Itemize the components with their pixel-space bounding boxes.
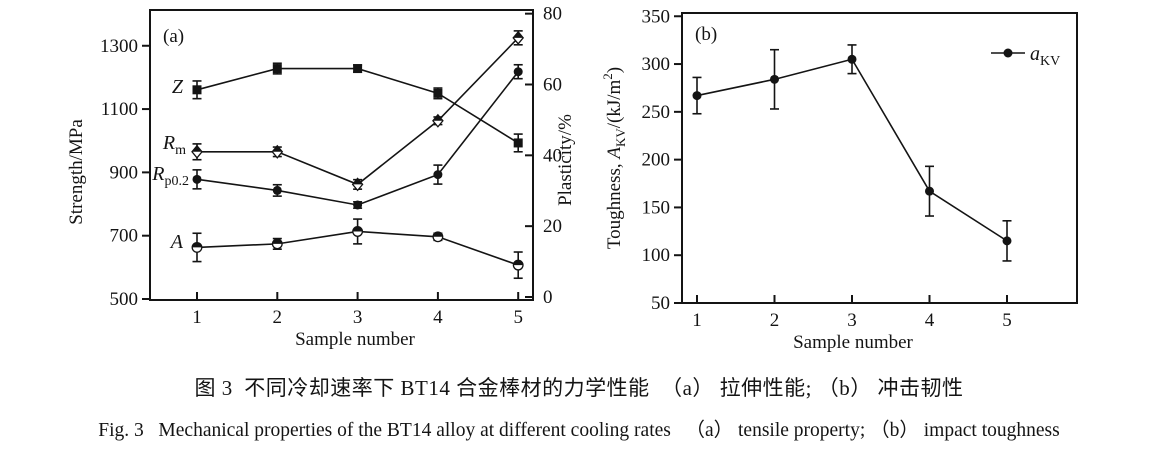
marker-circle bbox=[847, 54, 857, 64]
marker-half-circle-top bbox=[272, 239, 283, 244]
series-label-Z: Z bbox=[172, 76, 184, 98]
chart-b-toughness: 50 100 150 200 250 300 350 1 2 3 4 5 Toughness, AKV/… bbox=[600, 6, 1078, 353]
marker-half-diamond-top bbox=[352, 178, 363, 185]
series-label-A: A bbox=[169, 231, 184, 253]
x-tick-label: 1 bbox=[192, 307, 202, 328]
x-tick-label: 1 bbox=[692, 310, 702, 331]
left-tick-label: 1100 bbox=[101, 99, 138, 120]
x-tick-label: 4 bbox=[925, 310, 935, 331]
marker-circle bbox=[1003, 48, 1013, 58]
marker-half-diamond-top bbox=[192, 145, 202, 152]
right-tick-label: 80 bbox=[543, 4, 562, 25]
panel-label: (b) bbox=[695, 24, 717, 45]
plot-box bbox=[681, 12, 1078, 304]
left-tick-label: 300 bbox=[642, 54, 671, 75]
y-axis-title-right: Plasticity/% bbox=[555, 114, 576, 206]
x-tick-label: 2 bbox=[273, 307, 283, 328]
left-tick-label: 1300 bbox=[100, 36, 138, 57]
marker-circle bbox=[192, 174, 202, 184]
left-tick-label: 700 bbox=[110, 226, 139, 247]
marker-circle bbox=[925, 186, 934, 196]
marker-half-circle-top bbox=[513, 260, 523, 266]
marker-half-circle-top bbox=[433, 231, 443, 237]
series-A bbox=[191, 218, 524, 280]
marker-circle bbox=[272, 185, 282, 195]
caption-chinese: 图 3 不同冷却速率下 BT14 合金棒材的力学性能 （a） 拉伸性能; （b）… bbox=[194, 376, 964, 400]
marker-half-diamond-top bbox=[272, 145, 283, 152]
x-tick-label: 3 bbox=[847, 310, 857, 331]
left-tick-label: 900 bbox=[110, 162, 139, 183]
marker-circle bbox=[433, 170, 443, 180]
marker-square bbox=[433, 88, 443, 98]
axes: 50 100 150 200 250 300 350 1 2 3 4 5 bbox=[642, 6, 1078, 331]
legend-label: aKV bbox=[1030, 43, 1060, 69]
marker-half-circle-top bbox=[352, 226, 363, 232]
marker-half-circle-top bbox=[192, 242, 202, 248]
marker-circle bbox=[513, 67, 523, 77]
left-tick-label: 200 bbox=[642, 150, 671, 171]
x-tick-label: 3 bbox=[353, 307, 363, 328]
series-label-Rm: Rm bbox=[162, 132, 186, 158]
left-tick-label: 500 bbox=[110, 289, 139, 310]
right-tick-label: 60 bbox=[543, 74, 562, 95]
left-tick-label: 100 bbox=[642, 245, 671, 266]
x-tick-label: 5 bbox=[1002, 310, 1012, 331]
left-tick-label: 350 bbox=[642, 6, 671, 27]
marker-square bbox=[353, 64, 363, 74]
left-tick-label: 150 bbox=[642, 197, 671, 218]
marker-circle bbox=[692, 91, 702, 101]
x-tick-label: 4 bbox=[433, 307, 443, 328]
marker-circle bbox=[770, 74, 779, 84]
legend: aKV bbox=[991, 43, 1060, 69]
series-line bbox=[196, 67, 519, 144]
marker-half-diamond-top bbox=[513, 31, 524, 38]
series-line bbox=[197, 37, 519, 186]
series-label-Rp02: Rp0.2 bbox=[151, 163, 189, 189]
left-tick-label: 250 bbox=[642, 102, 671, 123]
x-tick-label: 2 bbox=[770, 310, 780, 331]
left-tick-label: 50 bbox=[651, 293, 670, 314]
axes: 500 700 900 1100 1300 0 20 40 60 80 1 2 3 4 5 bbox=[100, 4, 562, 328]
x-axis-title: Sample number bbox=[793, 332, 913, 353]
panel-label: (a) bbox=[163, 26, 184, 47]
right-tick-label: 0 bbox=[543, 287, 553, 308]
caption-english: Fig. 3 Mechanical properties of the BT14… bbox=[98, 420, 1060, 441]
chart-a-tensile: 500 700 900 1100 1300 0 20 40 60 80 1 2 3 4 5 Strength/… bbox=[66, 4, 576, 350]
series-Z bbox=[192, 62, 523, 153]
series-line bbox=[696, 58, 1008, 242]
marker-circle bbox=[353, 200, 363, 210]
series-Rm bbox=[191, 30, 525, 192]
marker-circle bbox=[1002, 236, 1012, 246]
y-axis-title-left: Toughness, AKV/(kJ/m2) bbox=[600, 67, 628, 249]
marker-square bbox=[192, 85, 202, 95]
y-axis-title-left: Strength/MPa bbox=[66, 119, 87, 225]
x-axis-title: Sample number bbox=[295, 329, 415, 350]
marker-half-diamond-top bbox=[432, 114, 443, 121]
x-tick-label: 5 bbox=[513, 307, 523, 328]
plot-box bbox=[149, 9, 534, 301]
series-aKV bbox=[692, 44, 1012, 262]
right-tick-label: 20 bbox=[543, 216, 562, 237]
marker-square bbox=[513, 138, 523, 148]
right-tick-label: 40 bbox=[543, 145, 562, 166]
marker-square bbox=[272, 64, 282, 74]
series-Rp02 bbox=[192, 63, 523, 210]
